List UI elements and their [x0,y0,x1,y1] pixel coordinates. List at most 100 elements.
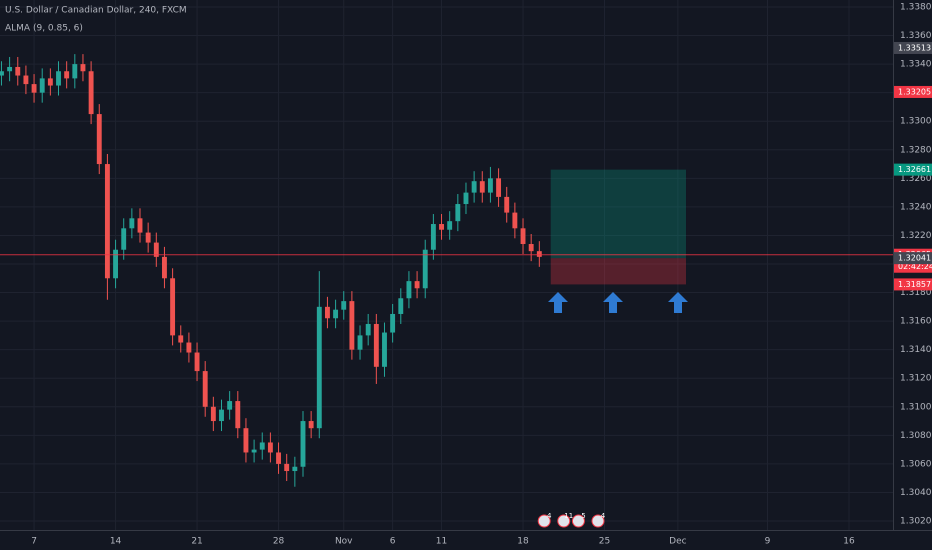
candle-body [170,278,176,336]
candle-body [349,301,355,350]
candle-body [267,442,273,453]
candle-body [382,332,387,367]
candle-body [31,84,37,93]
candle-body [56,71,61,86]
x-tick-label: Dec [669,537,686,547]
y-tick-label: 1.32200 [900,231,932,241]
candle-body [308,421,314,429]
arrows [548,292,688,313]
candle-body [316,306,322,429]
candle-body [259,442,265,450]
candle-body [520,228,526,245]
candle-body [227,401,233,410]
candle-body [113,249,119,279]
x-tick-label: 16 [843,537,855,547]
candle-body [104,164,110,279]
y-tick-label: 1.30600 [900,459,932,469]
candle-body [137,218,143,233]
y-tick-label: 1.31200 [900,374,932,384]
x-tick-label: 21 [191,537,202,547]
price-label-box [894,278,932,291]
candle-body [512,212,518,229]
y-tick-label: 1.31000 [900,402,932,412]
event-label: 11 [564,512,573,520]
candle-body [357,335,363,350]
candle-body [528,244,534,252]
y-tick-label: 1.33600 [900,31,932,41]
candle-body [251,449,257,453]
event-label: 5 [581,512,585,520]
candle-body [194,352,200,372]
price-label-box [894,85,932,98]
event-label: 4 [547,512,552,520]
candle-body [7,66,13,72]
candle-body [479,181,485,193]
candle-body [341,301,347,310]
candle-body [96,114,102,165]
arrow-icon [548,292,568,313]
candle-body [504,196,510,213]
candle-body [430,224,436,250]
event-icon [571,514,585,528]
y-tick-label: 1.31600 [900,317,932,327]
axes: 1.338001.336001.334001.332001.330001.328… [31,3,932,547]
candle-body [487,178,493,193]
candle-body [72,64,78,79]
candle-body [455,204,461,222]
price-label: 1.33205 [898,87,931,96]
event-icon [591,514,605,528]
x-tick-label: 6 [390,537,396,547]
price-label: 1.33513 [898,43,931,52]
y-tick-label: 1.32800 [900,145,932,155]
candle-body [373,323,379,367]
price-label: 1.32041 [898,254,931,263]
arrow-icon [668,292,688,313]
candle-body [145,232,151,243]
candle-body [471,181,477,193]
y-tick-label: 1.30400 [900,488,932,498]
candle-body [210,406,216,422]
price-label: 1.31857 [898,280,931,289]
candle-body [47,78,53,86]
candle-body [39,78,45,93]
y-tick-label: 1.31800 [900,288,932,298]
candle-body [219,409,224,422]
candle-body [324,306,330,319]
candle-body [365,323,371,336]
x-tick-label: 25 [599,537,610,547]
y-tick-label: 1.31400 [900,345,932,355]
plot-area [0,54,893,487]
x-tick-label: 18 [517,537,529,547]
x-tick-label: 9 [765,537,771,547]
y-tick-label: 1.30800 [900,431,932,441]
candle-body [162,256,167,279]
x-tick-label: Nov [335,537,353,547]
candle-body [202,371,208,407]
grid [0,0,893,530]
candle-body [15,66,21,76]
stop-zone [550,258,687,285]
candle-body [23,75,29,85]
candle-body [64,71,70,79]
event-icon [557,514,571,528]
candle-body [496,178,502,197]
x-tick-label: 14 [110,537,122,547]
y-tick-label: 1.32400 [900,202,932,212]
y-tick-label: 1.33400 [900,60,932,70]
candle-body [153,242,159,257]
candle-body [422,249,428,289]
candle-body [398,298,404,314]
price-label-box [894,41,932,54]
candle-body [235,401,241,429]
target-zone [550,169,687,259]
price-label-box [894,163,932,176]
candle-body [129,218,135,229]
x-tick-label: 7 [31,537,37,547]
candle-body [0,71,4,76]
price-label-box [894,252,932,265]
candle-body [292,466,298,472]
indicator-label: ALMA (9, 0.85, 6) [5,24,83,34]
y-tick-label: 1.32600 [900,174,932,184]
